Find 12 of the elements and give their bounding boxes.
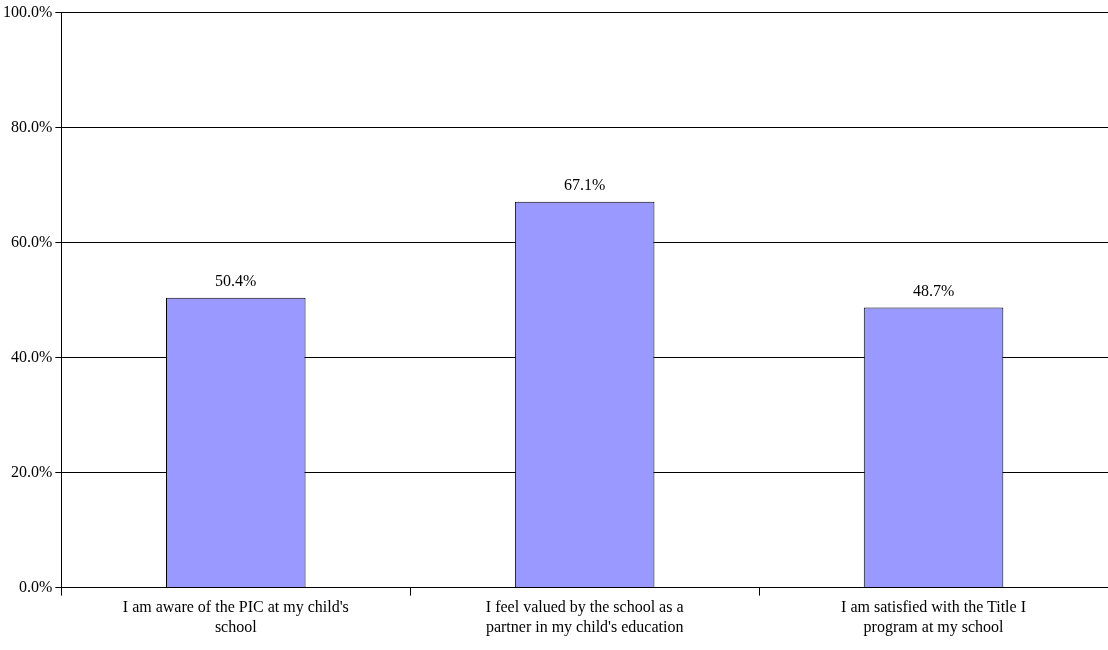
y-tick-label: 80.0% [11,117,53,135]
x-tick-label: I am aware of the PIC at my child's school [122,598,349,635]
y-tick-label: 20.0% [11,462,53,480]
data-label: 67.1% [564,175,606,193]
x-tick-label: I feel valued by the school as a partner in my child's education [485,598,684,636]
y-tick-label: 0.0% [19,577,53,595]
data-label: 50.4% [215,272,257,289]
y-tick-label: 100.0% [3,2,53,20]
x-tick-label: I am satisfied with the Title I program at my school [841,598,1026,636]
data-label: 48.7% [912,281,955,299]
y-tick-label: 40.0% [11,347,53,365]
y-tick-label: 60.0% [11,232,53,250]
